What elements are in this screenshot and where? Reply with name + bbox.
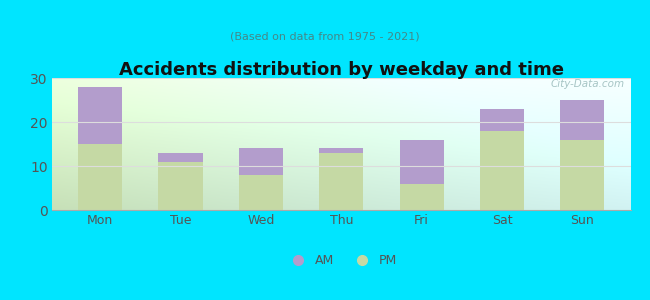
Bar xyxy=(560,100,604,140)
Bar xyxy=(400,140,444,184)
Bar xyxy=(400,184,444,210)
Title: Accidents distribution by weekday and time: Accidents distribution by weekday and ti… xyxy=(119,61,564,79)
Bar xyxy=(319,148,363,153)
Bar xyxy=(560,140,604,210)
Text: (Based on data from 1975 - 2021): (Based on data from 1975 - 2021) xyxy=(230,32,420,41)
Bar xyxy=(239,148,283,175)
Legend: AM, PM: AM, PM xyxy=(280,249,402,272)
Bar xyxy=(159,162,203,210)
Bar xyxy=(239,175,283,210)
Bar xyxy=(480,109,524,131)
Text: City-Data.com: City-Data.com xyxy=(551,79,625,89)
Bar xyxy=(78,144,122,210)
Bar xyxy=(319,153,363,210)
Bar xyxy=(78,87,122,144)
Bar xyxy=(159,153,203,162)
Bar xyxy=(480,131,524,210)
